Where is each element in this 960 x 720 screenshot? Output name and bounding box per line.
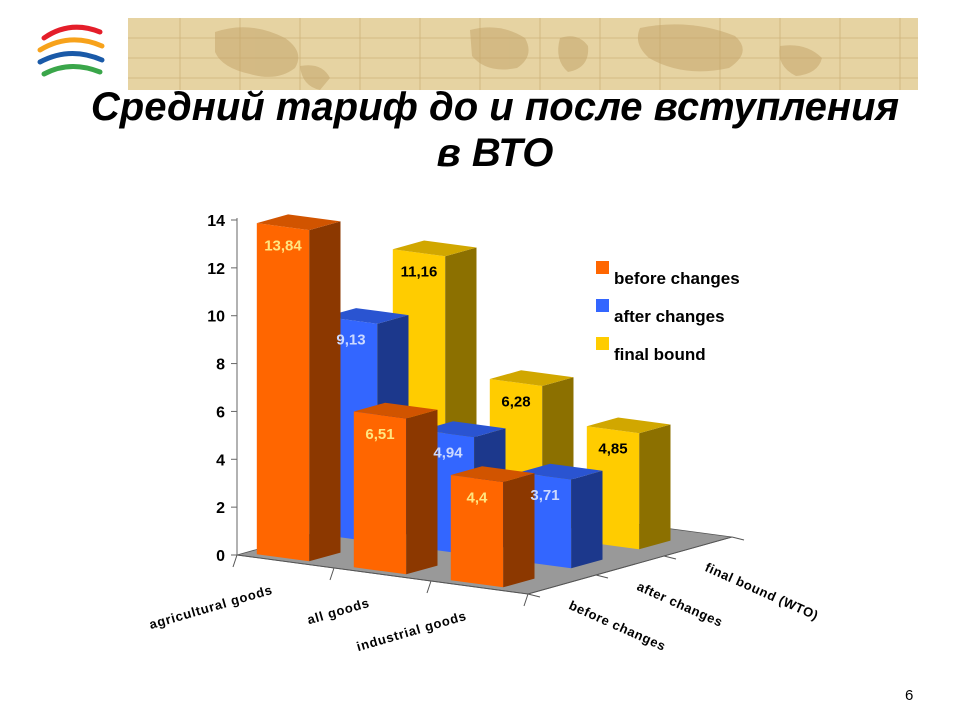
data-label: 13,84	[264, 238, 302, 255]
data-label: 4,85	[598, 441, 627, 458]
wto-logo-icon	[37, 24, 105, 77]
data-label: 6,51	[365, 426, 394, 443]
depth-axis-line	[527, 536, 733, 595]
data-label: 3,71	[530, 487, 559, 504]
slide-title: Средний тариф до и после вступления в ВТ…	[30, 84, 960, 176]
x-tick-mark	[426, 580, 432, 594]
bar-side-face	[639, 424, 671, 550]
bar-side-face	[406, 409, 438, 575]
data-label: 11,16	[401, 264, 438, 281]
bar-top-face	[256, 214, 341, 231]
bar-top-face	[489, 370, 574, 386]
bar-side-face	[309, 221, 341, 562]
y-tick-label: 14	[207, 213, 225, 230]
bar-side-face	[503, 473, 535, 588]
y-tick-label: 0	[216, 548, 225, 565]
bar-top-face	[353, 402, 438, 419]
y-tick-label: 10	[207, 309, 225, 326]
legend-label-after: after changes	[614, 307, 725, 326]
bar-top-face	[392, 240, 477, 257]
legend-swatch-after	[596, 299, 609, 312]
bar-top-face	[324, 308, 409, 324]
bar-front-face	[256, 223, 310, 562]
depth-tick-mark	[731, 536, 745, 541]
bar-front-face	[450, 475, 504, 588]
bar-top-face	[518, 463, 603, 480]
x-tick-mark	[329, 567, 335, 581]
page-number: 6	[905, 687, 914, 704]
bar-before-0	[256, 214, 341, 562]
header-banner	[0, 0, 918, 95]
legend-swatch-before	[596, 261, 609, 274]
x-axis-line	[236, 554, 529, 595]
depth-axis-label: before changes	[567, 598, 669, 654]
bar-before-2	[450, 466, 535, 588]
y-tick-label: 4	[216, 452, 225, 469]
y-tick-label: 6	[216, 404, 225, 421]
depth-axis-label: after changes	[635, 579, 725, 630]
title-line-2: в ВТО	[436, 131, 554, 175]
depth-tick-mark	[595, 574, 609, 579]
world-map-icon	[215, 24, 822, 90]
category-label: all goods	[305, 595, 371, 627]
bar-top-face	[450, 466, 535, 482]
y-tick-label: 2	[216, 500, 225, 517]
y-tick-label: 8	[216, 357, 225, 374]
title-line-1: Средний тариф до и после вступления	[90, 85, 900, 129]
bar-side-face	[571, 470, 603, 569]
legend-label-final: final bound	[614, 345, 706, 364]
bar-before-1	[353, 402, 438, 575]
depth-tick-mark	[527, 593, 541, 598]
y-tick-label: 12	[207, 261, 225, 278]
x-tick-mark	[232, 554, 238, 568]
category-label: agricultural goods	[147, 582, 274, 632]
depth-tick-mark	[663, 555, 677, 560]
data-label: 4,4	[467, 490, 489, 507]
data-label: 6,28	[501, 394, 530, 411]
bar-top-face	[421, 421, 506, 438]
legend-label-before: before changes	[614, 269, 740, 288]
legend-swatch-final	[596, 337, 609, 350]
bar-top-face	[586, 417, 671, 434]
x-tick-mark	[523, 593, 529, 607]
data-label: 9,13	[336, 331, 365, 348]
category-label: industrial goods	[355, 608, 469, 654]
data-label: 4,94	[433, 445, 463, 462]
bar-front-face	[353, 411, 407, 575]
